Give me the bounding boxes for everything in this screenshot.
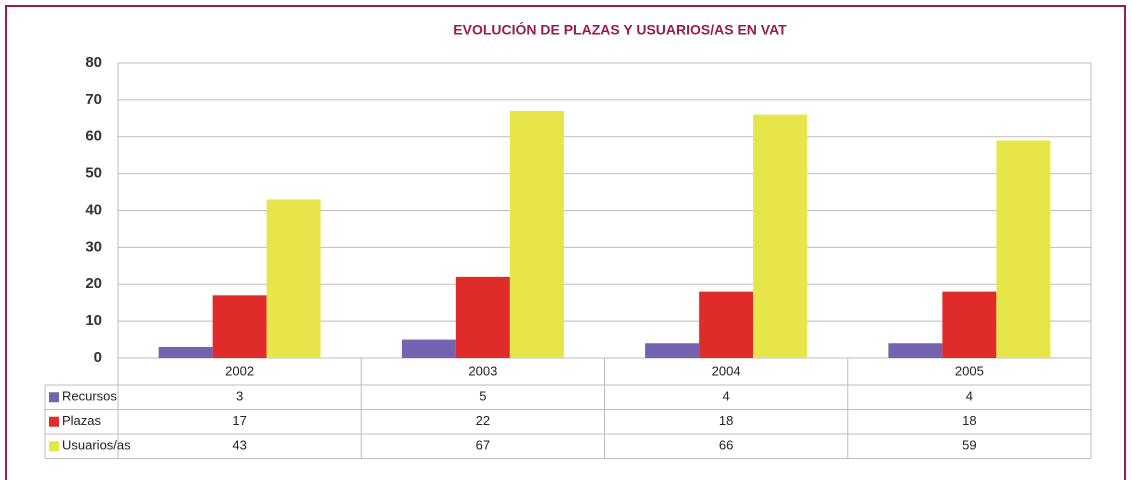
y-tick-label: 0 bbox=[94, 349, 102, 366]
table-value: 17 bbox=[232, 413, 246, 428]
table-value: 4 bbox=[966, 389, 973, 404]
bar bbox=[509, 110, 564, 358]
y-tick-label: 30 bbox=[85, 238, 102, 255]
x-tick-label: 2004 bbox=[712, 363, 741, 378]
table-value: 18 bbox=[962, 413, 976, 428]
legend-label: Usuarios/as bbox=[62, 438, 131, 453]
table-value: 3 bbox=[236, 389, 243, 404]
y-tick-label: 10 bbox=[85, 312, 102, 329]
x-tick-label: 2005 bbox=[955, 363, 984, 378]
frame bbox=[5, 5, 1126, 480]
bar bbox=[212, 295, 267, 358]
table-value: 43 bbox=[232, 438, 246, 453]
bar bbox=[942, 291, 997, 358]
chart-title: EVOLUCIÓN DE PLAZAS Y USUARIOS/AS EN VAT bbox=[453, 21, 787, 38]
legend-swatch bbox=[49, 392, 59, 403]
table-value: 59 bbox=[962, 438, 976, 453]
legend-swatch bbox=[49, 441, 59, 452]
y-tick-label: 20 bbox=[85, 275, 102, 292]
bar bbox=[996, 140, 1051, 358]
y-tick-label: 70 bbox=[85, 91, 102, 108]
bar bbox=[401, 339, 456, 358]
bar bbox=[158, 346, 213, 358]
legend-label: Plazas bbox=[62, 413, 102, 428]
table-value: 66 bbox=[719, 438, 733, 453]
y-tick-label: 50 bbox=[85, 165, 102, 182]
table-value: 22 bbox=[476, 413, 490, 428]
bar bbox=[645, 343, 700, 358]
table-value: 4 bbox=[723, 389, 730, 404]
bar bbox=[753, 114, 808, 358]
legend-swatch bbox=[49, 416, 59, 427]
y-tick-label: 40 bbox=[85, 201, 102, 218]
y-tick-label: 80 bbox=[85, 54, 102, 71]
table-value: 5 bbox=[479, 389, 486, 404]
bar bbox=[888, 343, 943, 358]
table-value: 18 bbox=[719, 413, 733, 428]
legend-label: Recursos bbox=[62, 389, 117, 404]
x-tick-label: 2003 bbox=[468, 363, 497, 378]
table-value: 67 bbox=[476, 438, 490, 453]
bar bbox=[266, 199, 321, 358]
bar bbox=[455, 276, 510, 358]
x-tick-label: 2002 bbox=[225, 363, 254, 378]
y-tick-label: 60 bbox=[85, 128, 102, 145]
bar bbox=[699, 291, 754, 358]
